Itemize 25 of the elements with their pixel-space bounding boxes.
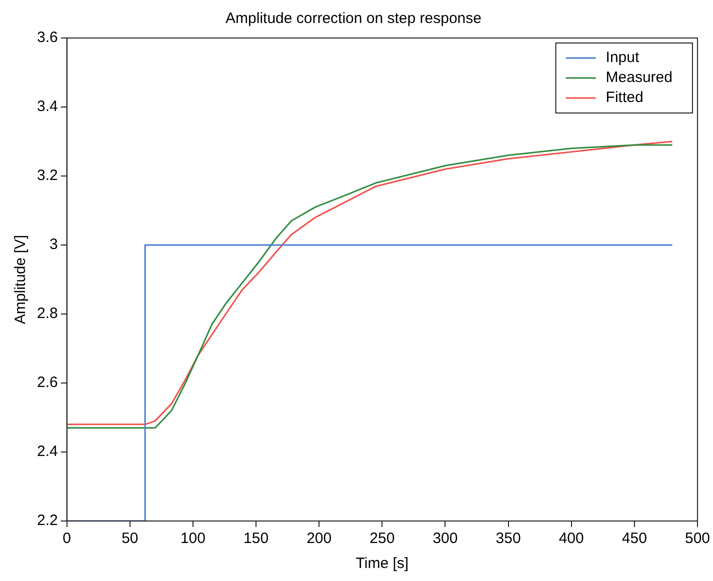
y-axis-title: Amplitude [V] (12, 234, 30, 324)
x-tick-label: 150 (244, 530, 269, 548)
x-tick-label: 100 (180, 530, 206, 548)
y-tick-label: 2.2 (36, 512, 58, 530)
x-tick-label: 500 (684, 530, 710, 548)
x-tick-label: 0 (62, 530, 72, 548)
y-tick-label: 3.6 (36, 29, 58, 46)
x-tick-label: 250 (370, 530, 395, 548)
x-tick-label: 400 (558, 530, 584, 548)
y-tick-label: 2.4 (36, 443, 58, 460)
x-tick-label: 300 (432, 530, 458, 548)
x-tick-label: 200 (306, 530, 332, 548)
chart-title: Amplitude correction on step response (226, 10, 482, 28)
y-tick-label: 2.6 (36, 374, 58, 392)
legend-label: Fitted (606, 89, 644, 106)
y-tick-label: 3.4 (36, 98, 58, 116)
y-tick-label: 3 (50, 236, 58, 254)
y-tick-label: 3.2 (36, 167, 58, 184)
x-tick-label: 350 (496, 530, 521, 548)
x-axis-title: Time [s] (356, 555, 409, 572)
x-tick-label: 50 (122, 530, 138, 548)
legend-label: Input (606, 49, 640, 66)
x-tick-label: 450 (622, 530, 647, 548)
y-tick-label: 2.8 (36, 305, 58, 322)
legend-label: Measured (606, 69, 672, 86)
